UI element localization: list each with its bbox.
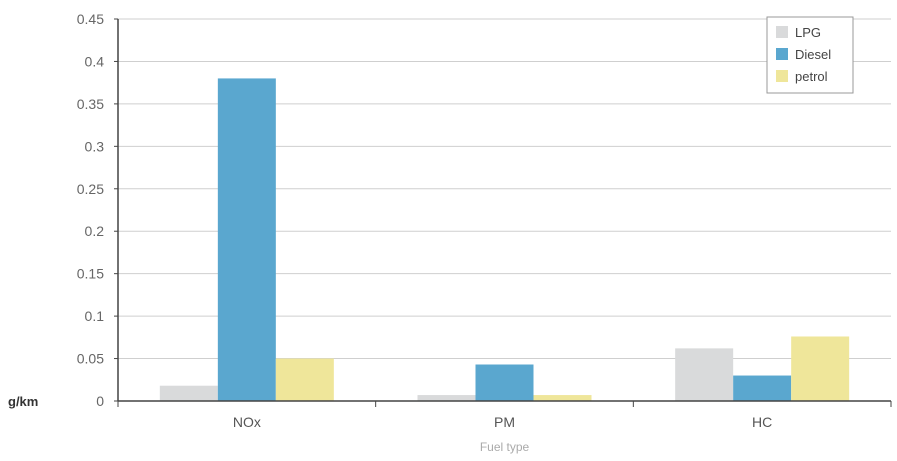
y-tick-labels: 0 0.05 0.1 0.15 0.2 0.25 0.3 0.35 0.4 0.45: [77, 11, 118, 409]
y-tick-label: 0.25: [77, 181, 104, 197]
y-axis-unit: g/km: [8, 394, 38, 409]
bar-diesel-hc: [733, 375, 792, 401]
y-tick-label: 0: [96, 393, 104, 409]
y-tick-label: 0.1: [85, 308, 105, 324]
x-tick-label: HC: [752, 414, 772, 430]
x-axis-title: Fuel type: [480, 440, 530, 454]
y-tick-label: 0.05: [77, 351, 104, 367]
legend: LPG Diesel petrol: [766, 16, 854, 94]
y-tick-label: 0.3: [85, 138, 105, 154]
y-tick-label: 0.35: [77, 96, 104, 112]
y-tick-label: 0.4: [85, 53, 105, 69]
bars: [159, 78, 850, 401]
bar-diesel-pm: [475, 364, 534, 401]
legend-swatch-petrol: [776, 70, 788, 82]
legend-swatch-diesel: [776, 48, 788, 60]
x-tick-labels: NOx PM HC: [117, 401, 892, 430]
legend-swatch-lpg: [776, 26, 788, 38]
bar-petrol-hc: [791, 336, 850, 401]
x-tick-label: PM: [494, 414, 515, 430]
bar-lpg-nox: [159, 385, 218, 401]
axes: [117, 19, 891, 402]
y-tick-label: 0.2: [85, 223, 105, 239]
y-tick-label: 0.15: [77, 266, 104, 282]
x-tick-label: NOx: [233, 414, 261, 430]
legend-label-diesel: Diesel: [795, 47, 831, 62]
legend-label-lpg: LPG: [795, 25, 821, 40]
bar-lpg-hc: [675, 348, 734, 401]
bar-diesel-nox: [217, 78, 276, 401]
bar-petrol-nox: [275, 358, 334, 401]
bar-lpg-pm: [417, 395, 476, 401]
bar-petrol-pm: [533, 395, 592, 401]
y-tick-label: 0.45: [77, 11, 104, 27]
legend-label-petrol: petrol: [795, 69, 828, 84]
